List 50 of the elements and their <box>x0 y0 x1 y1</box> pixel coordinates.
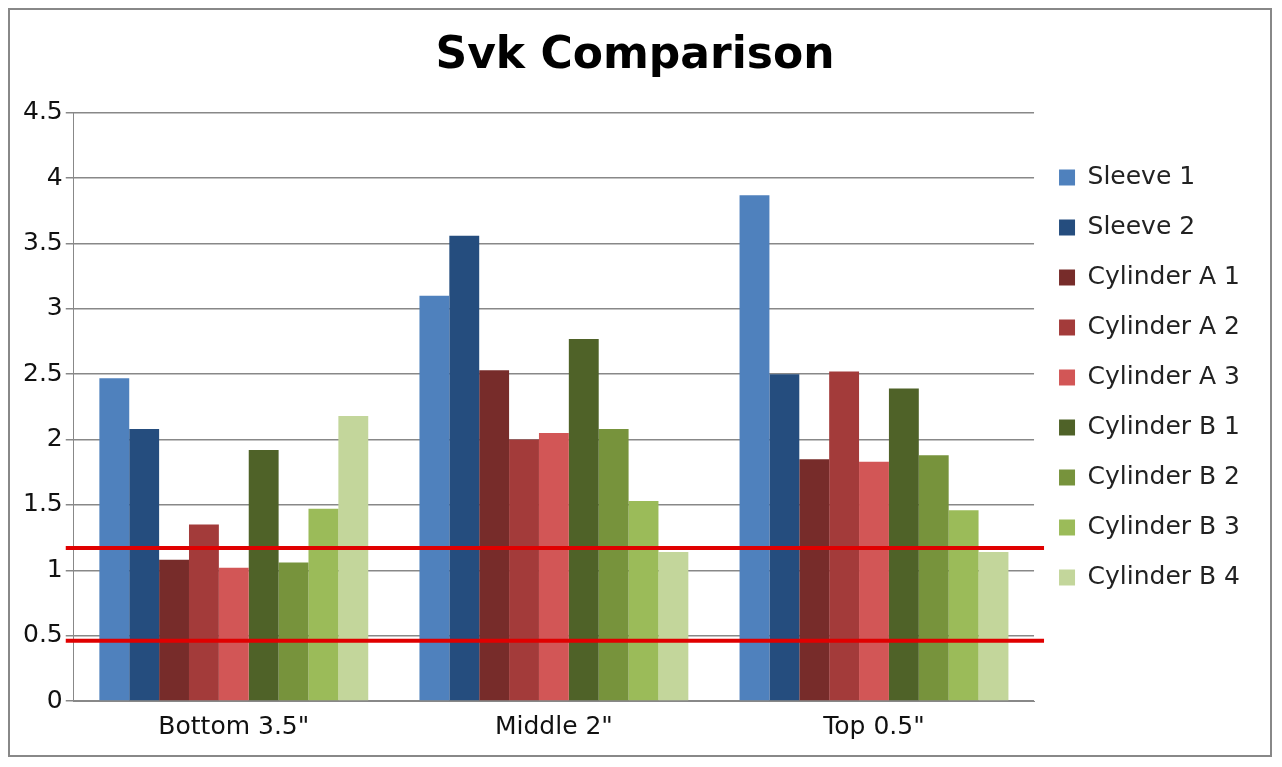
legend-label: Cylinder B 3 <box>1087 511 1240 540</box>
y-tick-label: 3 <box>46 292 63 322</box>
legend-label: Sleeve 2 <box>1087 211 1196 240</box>
bar <box>859 461 889 701</box>
bar <box>948 510 979 701</box>
bar <box>799 459 830 701</box>
bar <box>248 450 279 701</box>
bar <box>188 524 219 701</box>
x-tick-label: Middle 2" <box>494 710 613 740</box>
bar <box>338 416 369 701</box>
y-tick-label: 4 <box>46 161 63 191</box>
legend-label: Cylinder B 1 <box>1087 411 1240 440</box>
legend-label: Cylinder A 2 <box>1087 311 1240 340</box>
bar <box>888 388 919 701</box>
bar <box>978 551 1009 701</box>
bar <box>598 429 629 701</box>
bar <box>568 338 599 701</box>
y-tick-label: 2 <box>46 423 63 453</box>
bar <box>628 501 659 701</box>
bar <box>278 562 309 701</box>
bar <box>129 429 160 701</box>
bar <box>218 567 249 701</box>
y-tick-label: 1.5 <box>22 488 63 518</box>
bar <box>769 374 800 701</box>
x-tick-label: Top 0.5" <box>822 710 925 740</box>
bar <box>308 508 339 701</box>
bar <box>829 371 860 701</box>
x-tick-label: Bottom 3.5" <box>158 710 310 740</box>
bar <box>509 439 539 701</box>
legend-label: Cylinder B 2 <box>1087 461 1240 490</box>
bar <box>159 559 189 701</box>
y-tick-label: 1 <box>46 553 63 583</box>
bar <box>449 235 480 701</box>
legend-label: Cylinder A 1 <box>1087 261 1240 290</box>
legend-label: Cylinder A 3 <box>1087 361 1240 390</box>
bar <box>658 551 689 701</box>
y-tick-label: 0.5 <box>22 619 63 649</box>
y-tick-label: 0 <box>46 684 63 714</box>
bar <box>739 195 770 701</box>
y-tick-label: 4.5 <box>22 96 63 126</box>
bar <box>538 433 569 701</box>
y-tick-label: 3.5 <box>22 227 63 257</box>
bar <box>918 455 949 701</box>
y-tick-label: 2.5 <box>22 357 63 387</box>
bar <box>99 378 130 701</box>
legend-label: Sleeve 1 <box>1087 161 1196 190</box>
bar <box>479 370 510 701</box>
legend-label: Cylinder B 4 <box>1087 561 1240 590</box>
bar <box>419 295 450 701</box>
chart-title: Svk Comparison <box>435 26 835 78</box>
